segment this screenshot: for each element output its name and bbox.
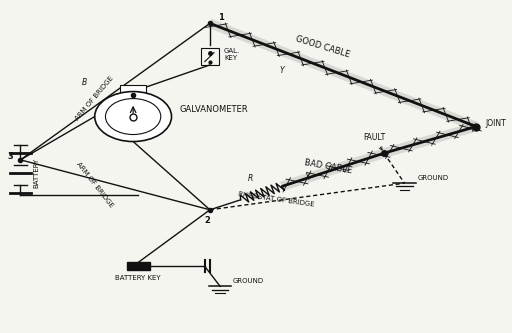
Text: B: B — [82, 78, 87, 87]
Text: GROUND: GROUND — [417, 175, 449, 181]
Text: GALVANOMETER: GALVANOMETER — [179, 105, 248, 115]
Text: X: X — [305, 173, 310, 182]
Text: BATTERY: BATTERY — [33, 158, 39, 188]
Text: 2: 2 — [204, 216, 210, 225]
Text: 1: 1 — [218, 13, 223, 22]
Bar — [127, 262, 150, 270]
Bar — [120, 85, 146, 95]
Text: GROUND: GROUND — [233, 278, 264, 284]
Text: R: R — [248, 174, 253, 183]
Text: RHEOSTAT OF BRIDGE: RHEOSTAT OF BRIDGE — [238, 191, 315, 208]
Text: ARM OF BRIDGE: ARM OF BRIDGE — [75, 161, 114, 209]
Text: Y: Y — [279, 66, 284, 75]
Text: BATTERY KEY: BATTERY KEY — [115, 275, 161, 281]
Circle shape — [95, 92, 172, 142]
Text: BAD CABLE: BAD CABLE — [303, 158, 352, 175]
Text: FAULT: FAULT — [364, 133, 386, 150]
Text: GOOD CABLE: GOOD CABLE — [294, 34, 351, 59]
Text: ARM OF BRIDGE: ARM OF BRIDGE — [74, 75, 115, 122]
Text: GAL.
KEY: GAL. KEY — [224, 48, 240, 62]
Text: 3: 3 — [7, 152, 13, 161]
Text: JOINT: JOINT — [485, 119, 506, 128]
Bar — [201, 48, 219, 65]
